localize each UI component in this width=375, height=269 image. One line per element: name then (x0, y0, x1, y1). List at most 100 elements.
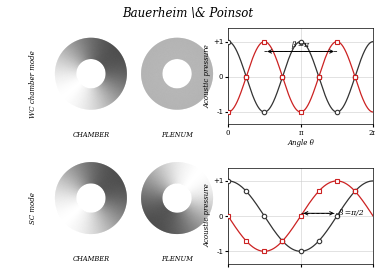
Wedge shape (60, 81, 78, 93)
Wedge shape (105, 201, 126, 206)
Wedge shape (60, 206, 79, 218)
Wedge shape (189, 82, 207, 93)
Wedge shape (100, 45, 112, 62)
Wedge shape (184, 211, 194, 230)
Wedge shape (76, 165, 85, 185)
Wedge shape (97, 165, 106, 185)
Wedge shape (169, 163, 174, 184)
Wedge shape (97, 87, 106, 107)
Wedge shape (165, 40, 172, 60)
Wedge shape (81, 88, 87, 108)
Wedge shape (165, 212, 172, 232)
Wedge shape (106, 75, 127, 76)
Wedge shape (178, 213, 179, 234)
Wedge shape (191, 203, 211, 210)
Wedge shape (141, 200, 162, 202)
Wedge shape (85, 88, 89, 109)
Wedge shape (189, 82, 207, 95)
Wedge shape (57, 60, 77, 68)
Wedge shape (152, 84, 166, 99)
Wedge shape (105, 184, 124, 193)
Wedge shape (102, 49, 118, 64)
Wedge shape (102, 83, 119, 96)
Wedge shape (192, 198, 213, 199)
Wedge shape (67, 209, 81, 225)
Wedge shape (57, 63, 77, 69)
Wedge shape (191, 79, 211, 87)
Wedge shape (76, 41, 85, 60)
Wedge shape (84, 88, 88, 109)
Wedge shape (100, 209, 114, 226)
Wedge shape (58, 204, 78, 213)
Wedge shape (180, 38, 185, 59)
Wedge shape (68, 210, 82, 226)
Wedge shape (67, 209, 81, 225)
Wedge shape (174, 38, 176, 59)
Wedge shape (84, 163, 88, 184)
Wedge shape (106, 199, 127, 201)
Wedge shape (80, 212, 87, 232)
Wedge shape (60, 178, 79, 190)
Wedge shape (99, 168, 110, 186)
Wedge shape (142, 202, 163, 207)
Wedge shape (192, 201, 212, 206)
Wedge shape (105, 64, 126, 70)
Wedge shape (189, 207, 206, 220)
Wedge shape (99, 168, 111, 186)
Wedge shape (103, 82, 121, 93)
Wedge shape (180, 88, 184, 109)
Wedge shape (105, 185, 125, 193)
Wedge shape (103, 82, 120, 95)
Wedge shape (182, 212, 189, 232)
Wedge shape (98, 211, 109, 229)
Wedge shape (60, 205, 78, 216)
Wedge shape (181, 212, 187, 233)
Wedge shape (105, 63, 125, 70)
Wedge shape (105, 69, 127, 72)
Wedge shape (192, 194, 213, 197)
Wedge shape (183, 211, 192, 231)
Wedge shape (81, 212, 87, 233)
Wedge shape (84, 88, 88, 109)
Wedge shape (162, 41, 171, 61)
Wedge shape (186, 45, 200, 62)
Wedge shape (84, 213, 88, 233)
Wedge shape (63, 175, 80, 189)
Wedge shape (179, 162, 183, 183)
Wedge shape (189, 52, 206, 65)
Wedge shape (188, 173, 203, 188)
Wedge shape (100, 45, 113, 62)
Wedge shape (184, 42, 194, 61)
Wedge shape (187, 47, 201, 63)
Wedge shape (87, 213, 89, 234)
Wedge shape (145, 80, 164, 90)
Wedge shape (105, 195, 127, 197)
Wedge shape (192, 197, 213, 198)
Wedge shape (80, 164, 87, 184)
Wedge shape (99, 86, 110, 104)
Wedge shape (192, 196, 213, 197)
Wedge shape (104, 56, 122, 67)
Wedge shape (98, 167, 109, 185)
Wedge shape (160, 166, 170, 185)
Wedge shape (56, 192, 76, 196)
Wedge shape (180, 38, 184, 59)
Wedge shape (105, 187, 125, 194)
Wedge shape (171, 162, 175, 183)
Wedge shape (145, 204, 164, 214)
Wedge shape (141, 197, 162, 198)
Wedge shape (100, 209, 114, 226)
Wedge shape (86, 213, 89, 234)
Wedge shape (186, 45, 199, 62)
Wedge shape (98, 211, 108, 230)
Wedge shape (185, 86, 198, 103)
Wedge shape (183, 211, 192, 231)
Wedge shape (184, 167, 195, 185)
Wedge shape (82, 88, 87, 109)
Wedge shape (191, 187, 211, 193)
Wedge shape (142, 63, 163, 69)
Wedge shape (185, 43, 196, 61)
Wedge shape (103, 82, 122, 93)
Wedge shape (92, 162, 94, 183)
Wedge shape (105, 68, 126, 72)
